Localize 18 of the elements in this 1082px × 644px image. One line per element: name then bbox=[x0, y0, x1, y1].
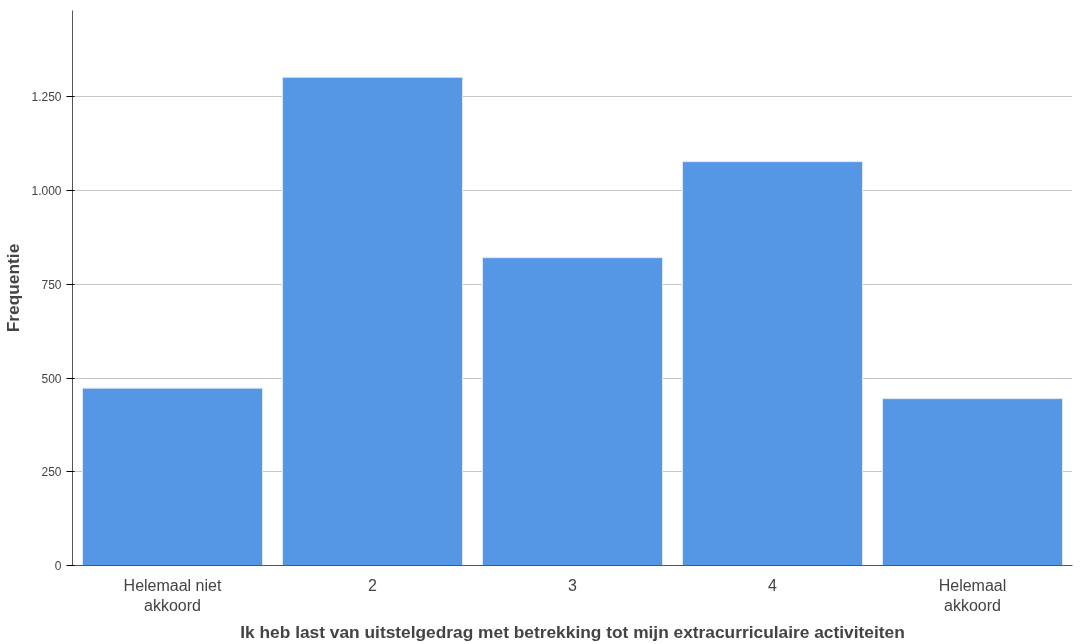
y-tick-label: 1.250 bbox=[31, 90, 62, 105]
x-tick-label: 2 bbox=[368, 576, 378, 594]
bar bbox=[82, 387, 263, 566]
y-tick-label: 750 bbox=[41, 277, 62, 292]
y-axis-title: Frequentie bbox=[3, 243, 24, 333]
bar bbox=[882, 398, 1063, 566]
bar bbox=[482, 257, 663, 566]
y-tick-label: 0 bbox=[54, 559, 62, 573]
bar bbox=[682, 161, 863, 566]
x-axis-title: Ik heb last van uitstelgedrag met betrekking tot mijn extracurriculaire activiteiten bbox=[240, 621, 905, 642]
y-tick-label: 250 bbox=[41, 465, 62, 480]
y-tick-label: 1.000 bbox=[31, 184, 62, 198]
y-tick-label: 500 bbox=[41, 371, 62, 386]
bar bbox=[282, 76, 463, 566]
x-tick-label: 4 bbox=[768, 576, 778, 594]
x-tick-label: 3 bbox=[568, 576, 578, 594]
x-tick-label: Helemaal niet akkoord bbox=[123, 576, 222, 614]
x-tick-label: Helemaal akkoord bbox=[938, 576, 1007, 614]
